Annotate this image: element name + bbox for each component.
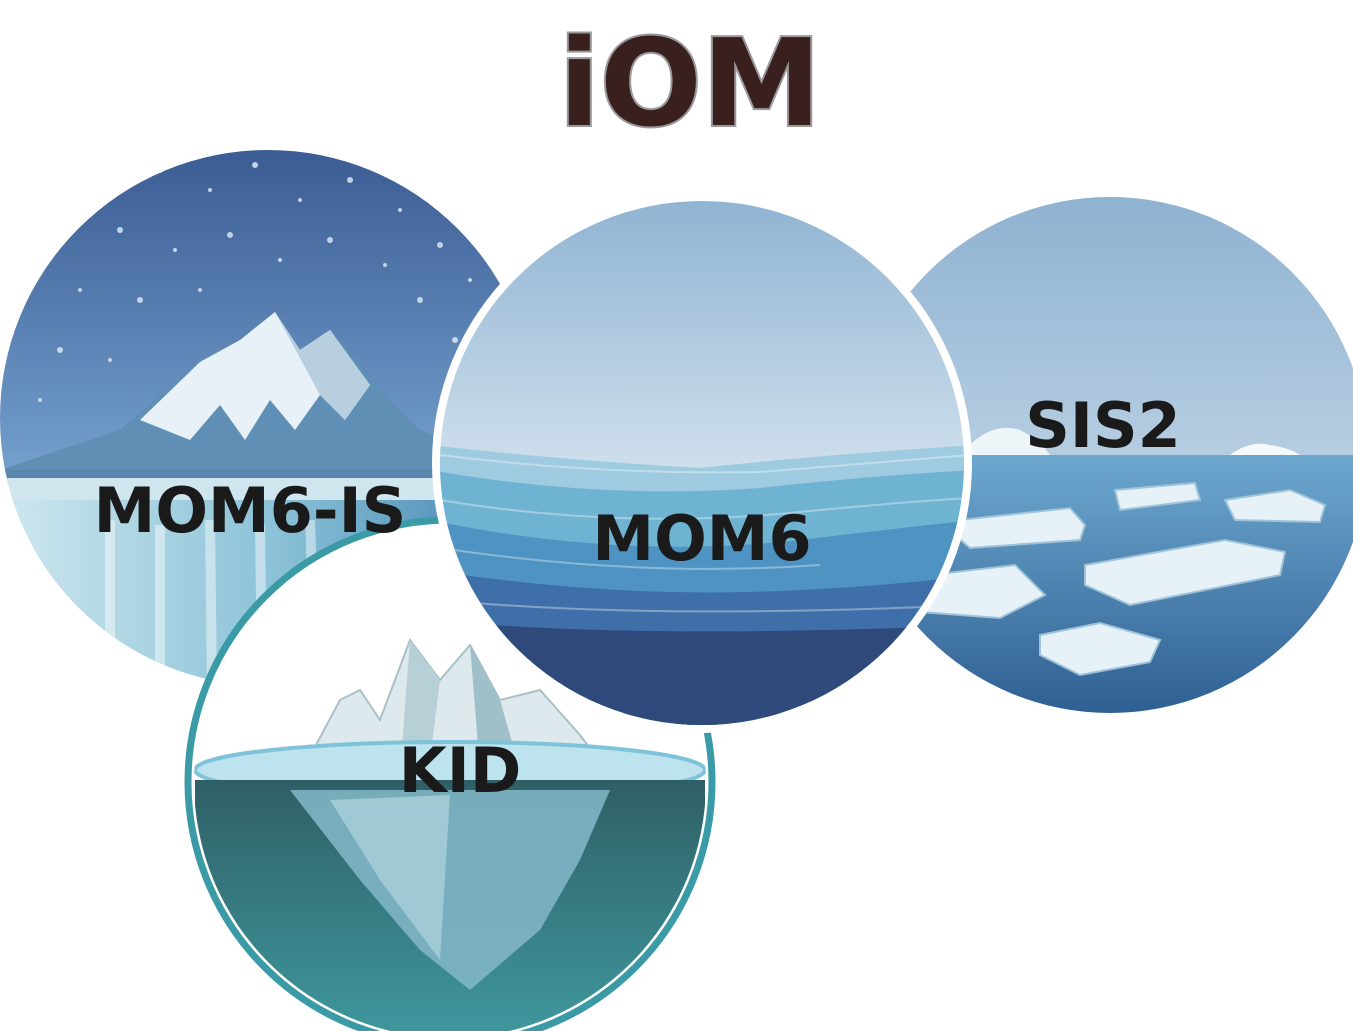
label-mom6-is: MOM6-IS [94, 474, 407, 547]
ice-shelf-top [0, 478, 536, 500]
label-sis2: SIS2 [1025, 389, 1181, 462]
ice-floes [918, 481, 1327, 677]
label-kid: KID [399, 734, 522, 807]
logo-title: iOM [559, 15, 822, 154]
label-mom6: MOM6 [592, 502, 811, 575]
